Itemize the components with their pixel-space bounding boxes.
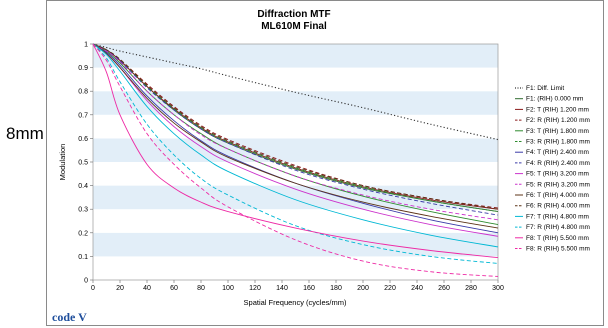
legend-label: F2: R (RIH) 1.200 mm <box>526 117 590 124</box>
y-tick-label: 0.3 <box>78 207 88 214</box>
y-tick-label: 0.5 <box>78 160 88 167</box>
x-tick-label: 300 <box>492 285 504 292</box>
y-axis-ticks: 0 0.1 0.2 0.3 0.4 0.5 0.6 0.7 0.8 0.9 1 <box>78 42 93 285</box>
chart-subtitle: ML610M Final <box>261 21 327 32</box>
side-label: 8mm <box>6 124 44 143</box>
x-tick-label: 20 <box>116 285 124 292</box>
legend-label: F7: R (RIH) 4.800 mm <box>526 224 590 231</box>
legend-label: F4: R (RIH) 2.400 mm <box>526 160 590 167</box>
grid-band <box>93 162 498 186</box>
x-tick-label: 0 <box>91 285 95 292</box>
y-tick-label: 0.9 <box>78 65 88 72</box>
x-tick-label: 220 <box>384 285 396 292</box>
series-line <box>92 43 499 277</box>
legend-label: F8: T (RIH) 5.500 mm <box>526 235 589 242</box>
legend-label: F3: R (RIH) 1.800 mm <box>526 139 590 146</box>
legend-label: F1: (RIH) 0.000 mm <box>526 96 583 103</box>
y-tick-label: 0.4 <box>78 183 88 190</box>
x-tick-label: 120 <box>249 285 261 292</box>
series-line <box>92 43 499 248</box>
y-axis-label: Modulation <box>58 144 67 181</box>
grid-band <box>93 114 498 139</box>
grid-band <box>93 91 498 115</box>
series-line <box>92 43 499 210</box>
y-tick-label: 0 <box>84 278 88 285</box>
series-line <box>92 43 499 225</box>
grid-band <box>93 256 498 280</box>
legend-label: F4: T (RIH) 2.400 mm <box>526 149 589 156</box>
legend-label: F6: T (RIH) 4.000 mm <box>526 192 589 199</box>
legend-label: F8: R (RIH) 5.500 mm <box>526 246 590 253</box>
grid-band <box>93 209 498 233</box>
y-tick-label: 0.8 <box>78 89 88 96</box>
x-tick-label: 80 <box>197 285 205 292</box>
legend-label: F1: Diff. Limit <box>526 85 564 92</box>
legend-label: F5: T (RIH) 3.200 mm <box>526 171 589 178</box>
series-line <box>92 43 499 259</box>
grid-band <box>93 67 498 92</box>
x-tick-label: 140 <box>276 285 288 292</box>
x-tick-label: 260 <box>438 285 450 292</box>
y-tick-label: 0.6 <box>78 136 88 143</box>
x-tick-label: 40 <box>143 285 151 292</box>
x-tick-label: 200 <box>357 285 369 292</box>
y-tick-label: 0.1 <box>78 254 88 261</box>
legend-label: F7: T (RIH) 4.800 mm <box>526 213 589 220</box>
x-tick-label: 160 <box>303 285 315 292</box>
codev-logo: code V <box>52 310 87 324</box>
y-tick-label: 0.2 <box>78 230 88 237</box>
logo-text: code V <box>52 310 87 324</box>
plot-bands <box>93 44 498 280</box>
x-tick-label: 60 <box>170 285 178 292</box>
legend-label: F6: R (RIH) 4.000 mm <box>526 203 590 210</box>
y-tick-label: 0.7 <box>78 112 88 119</box>
series-line <box>92 43 499 234</box>
legend-label: F2: T (RIH) 1.200 mm <box>526 106 589 113</box>
chart-title: Diffraction MTF <box>257 9 330 20</box>
x-axis-label: Spatial Frequency (cycles/mm) <box>244 298 347 307</box>
series-line <box>92 43 499 229</box>
x-tick-label: 280 <box>465 285 477 292</box>
series-lines <box>92 43 499 277</box>
grid-band <box>93 232 498 257</box>
series-line <box>92 43 499 141</box>
legend-label: F3: T (RIH) 1.800 mm <box>526 128 589 135</box>
series-line <box>92 43 499 264</box>
x-tick-label: 100 <box>222 285 234 292</box>
legend: F1: Diff. Limit F1: (RIH) 0.000 mm F2: T (… <box>515 85 590 253</box>
y-tick-label: 1 <box>84 42 88 49</box>
series-line <box>92 43 499 221</box>
grid-band <box>93 44 498 68</box>
grid-band <box>93 138 498 162</box>
x-tick-label: 180 <box>330 285 342 292</box>
x-axis-ticks: 0 20 40 60 80 100 120 140 160 180 200 220 240 260 280 3… <box>91 280 504 292</box>
series-line <box>92 43 499 216</box>
x-tick-label: 240 <box>411 285 423 292</box>
legend-label: F5: R (RIH) 3.200 mm <box>526 181 590 188</box>
grid-band <box>93 185 498 210</box>
